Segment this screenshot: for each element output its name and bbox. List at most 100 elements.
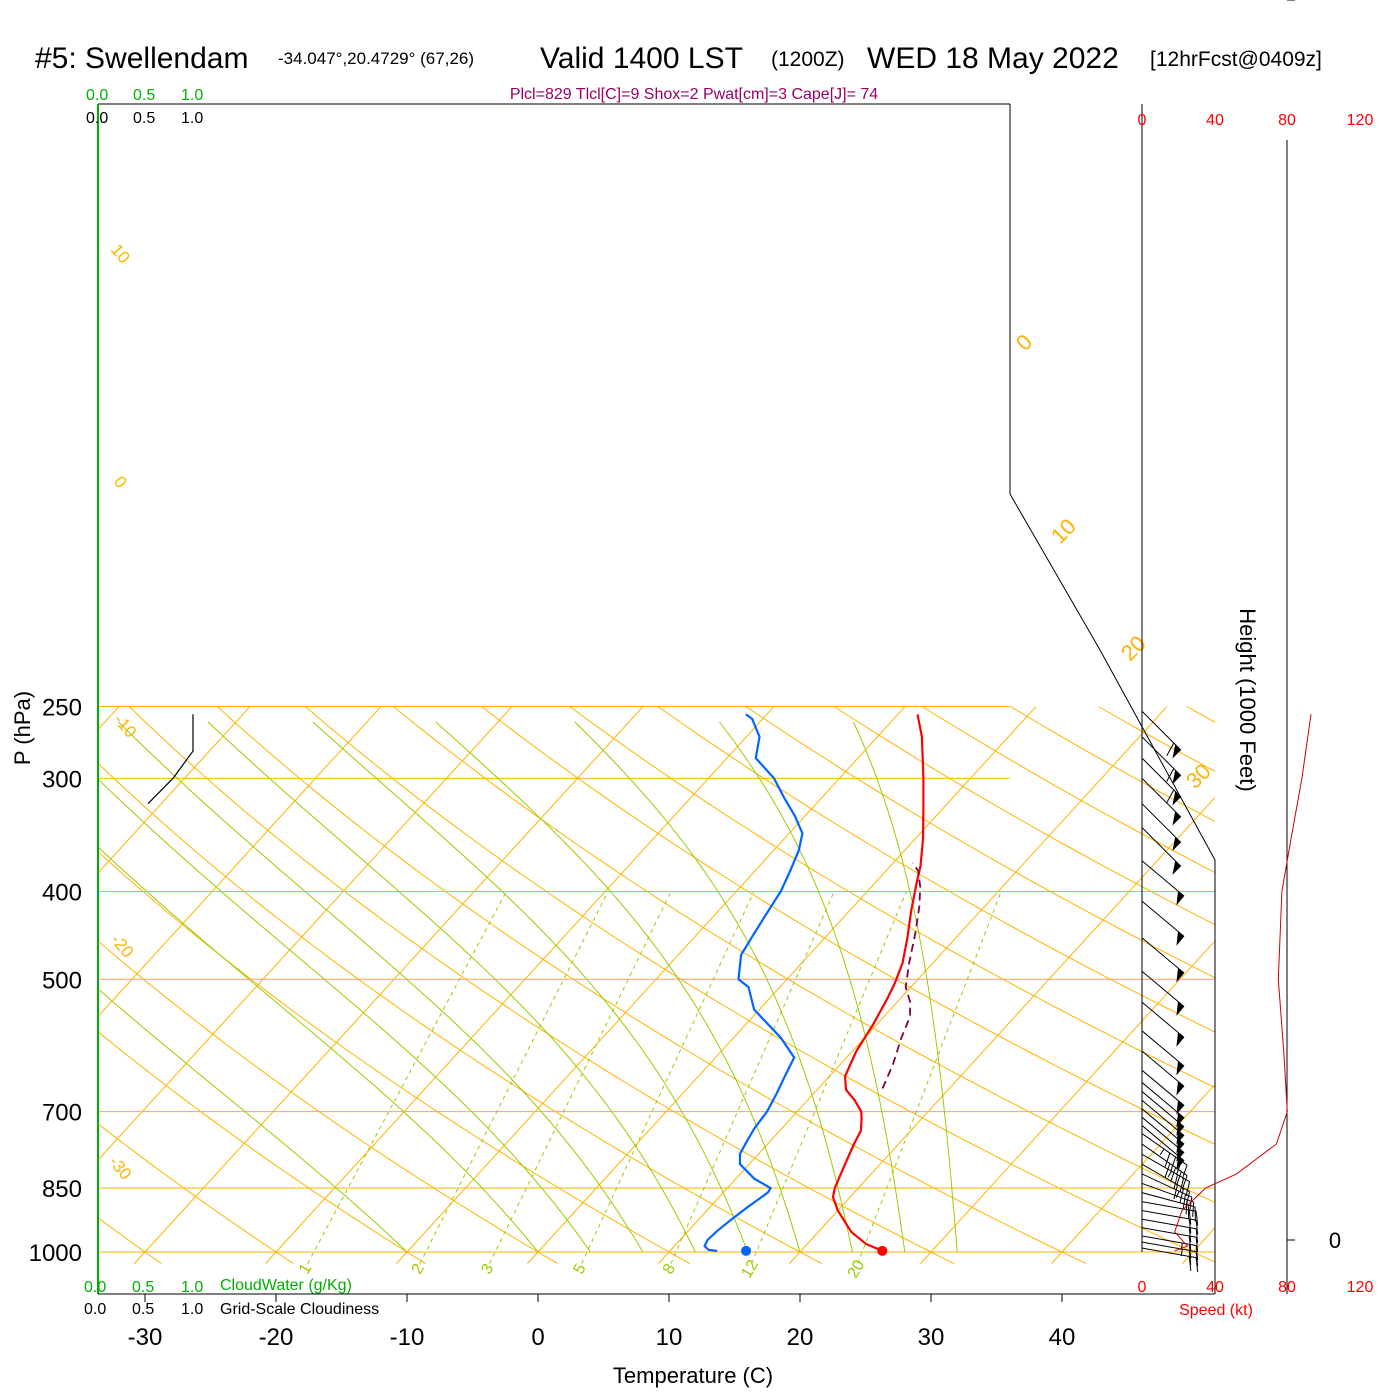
dry-adiabats xyxy=(98,706,1400,1265)
mixing-ratio-line xyxy=(307,891,507,1264)
x-axis-label: Temperature (C) xyxy=(613,1363,773,1388)
zulu-time: (1200Z) xyxy=(771,48,845,71)
pressure-axis-ticks: 250 300 400 500 700 850 1000 xyxy=(29,695,82,1267)
wind-barb xyxy=(1141,1153,1191,1196)
speed-tick-bottom: 120 xyxy=(1347,1279,1374,1296)
forecast-info: [12hrFcst@0409z] xyxy=(1150,48,1322,71)
wind-barbs xyxy=(1141,710,1199,1273)
moist-adiabat xyxy=(852,721,958,1253)
pressure-tick-label: 500 xyxy=(42,967,82,994)
wind-barb xyxy=(1141,1227,1199,1252)
dry-adiabat xyxy=(1275,707,1400,1264)
speed-tick-top: 80 xyxy=(1278,112,1296,129)
mixing-ratio-line xyxy=(581,891,755,1264)
pressure-tick-label: 400 xyxy=(42,879,82,906)
isotherm-label: -30 xyxy=(105,1152,135,1183)
indices-line: Plcl=829 Tlcl[C]=9 Shox=2 Pwat[cm]=3 Cap… xyxy=(510,86,878,103)
isotherm-line xyxy=(265,706,775,1264)
cloudwater-tick-top: 0.5 xyxy=(133,87,155,104)
wind-barb xyxy=(1141,1218,1199,1244)
height-tick-label: 22 xyxy=(1323,0,1347,5)
mixing-ratio-label: 8 xyxy=(660,1261,679,1277)
wind-barb xyxy=(1141,900,1185,946)
mixing-ratio-line xyxy=(857,891,1002,1264)
isotherm-label: 0 xyxy=(110,472,131,491)
height-tick-label: 28 xyxy=(1323,0,1347,5)
height-tick-label: 20 xyxy=(1323,0,1347,5)
dry-adiabat xyxy=(569,706,1215,1089)
mixing-ratio-line xyxy=(751,891,907,1264)
cloudwater-tick-bottom: 1.0 xyxy=(181,1279,203,1296)
isotherm-line xyxy=(1051,1083,1215,1264)
wind-barb xyxy=(1141,1143,1188,1190)
adiabat-label: 30 xyxy=(1181,759,1216,794)
station-coords: -34.047°,20.4729° (67,26) xyxy=(278,49,474,68)
height-tick-label: 0 xyxy=(1329,1228,1341,1253)
wind-barb xyxy=(1141,1030,1185,1076)
parcel-line xyxy=(881,862,922,1089)
plot-frame xyxy=(97,103,1288,1295)
surface-temperature-dot xyxy=(877,1245,888,1256)
wind-barb xyxy=(1141,1241,1199,1267)
speed-tick-bottom: 0 xyxy=(1138,1279,1147,1296)
cloudiness-tick-top: 0.0 xyxy=(86,110,108,127)
dry-adiabat xyxy=(305,706,1215,1263)
dry-adiabat xyxy=(98,762,823,1265)
moist-adiabat xyxy=(435,721,801,1253)
dry-adiabat xyxy=(1010,706,1215,823)
isotherm-label: -10 xyxy=(110,710,140,741)
wind-speed-profile xyxy=(1174,714,1312,1252)
frame-right xyxy=(1009,104,1216,1294)
cloudiness-label: Grid-Scale Cloudiness xyxy=(220,1301,379,1318)
mixing-ratio-label: 1 xyxy=(296,1261,315,1277)
x-tick-label: 0 xyxy=(531,1324,544,1351)
adiabat-label: 20 xyxy=(1116,631,1151,666)
wind-barb xyxy=(1141,1182,1195,1217)
height-axis: 02468101214161820222426283032 xyxy=(1287,0,1347,1253)
wind-barb xyxy=(1141,777,1182,826)
mixing-ratio-line xyxy=(419,891,609,1264)
mixing-ratio-label: 5 xyxy=(570,1261,589,1277)
wind-barb xyxy=(1141,1210,1199,1235)
wind-barb xyxy=(1141,803,1182,852)
cloudiness-tick-bottom: 0.5 xyxy=(132,1301,154,1318)
cloudiness-tick-bottom: 0.0 xyxy=(84,1301,106,1318)
pressure-tick-label: 850 xyxy=(42,1176,82,1203)
cloudiness-tick-top: 1.0 xyxy=(181,110,203,127)
speed-tick-bottom: 40 xyxy=(1206,1279,1224,1296)
cloud-scale-top: 0.0 0.5 1.0 0.0 0.5 1.0 xyxy=(86,87,203,127)
isotherm-line xyxy=(98,706,382,1018)
mixing-ratio-label: 20 xyxy=(845,1257,869,1281)
cloud-scale-bottom: 0.0 0.5 1.0 CloudWater (g/Kg) 0.0 0.5 1.… xyxy=(84,1277,379,1318)
isotherm-line xyxy=(98,706,251,874)
x-tick-label: 10 xyxy=(656,1324,683,1351)
dry-adiabat xyxy=(481,706,1215,1145)
station-title: #5: Swellendam xyxy=(35,42,248,75)
cloudiness-line xyxy=(147,714,194,805)
cloudwater-label: CloudWater (g/Kg) xyxy=(220,1277,352,1294)
moist-adiabat xyxy=(98,846,539,1253)
moist-adiabats xyxy=(98,721,958,1253)
dry-adiabat xyxy=(657,706,1215,1033)
speed-tick-top: 120 xyxy=(1347,112,1374,129)
dry-adiabat xyxy=(921,706,1215,874)
pressure-tick-label: 700 xyxy=(42,1100,82,1127)
x-tick-label: 20 xyxy=(787,1324,814,1351)
mixing-ratio-label: 12 xyxy=(738,1257,762,1281)
cloudwater-tick-bottom: 0.5 xyxy=(132,1279,154,1296)
moist-adiabat xyxy=(719,721,906,1253)
x-axis-ticks: -30 -20 -10 0 10 20 30 40 xyxy=(128,1294,1075,1351)
wind-barb xyxy=(1141,1050,1185,1096)
height-tick-label: 24 xyxy=(1323,0,1347,5)
isotherm-line xyxy=(658,706,1168,1264)
wind-barb xyxy=(1141,1173,1193,1212)
adiabat-label: 0 xyxy=(1011,329,1037,355)
wind-barb xyxy=(1141,860,1185,906)
isotherm-line xyxy=(98,706,513,1161)
mixing-ratio-line xyxy=(670,891,835,1264)
temperature-line xyxy=(831,714,925,1252)
wind-barb xyxy=(1141,1133,1188,1179)
isotherm-label: 10 xyxy=(107,240,134,267)
mixing-ratio-lines xyxy=(307,891,1002,1264)
x-tick-label: 30 xyxy=(918,1324,945,1351)
